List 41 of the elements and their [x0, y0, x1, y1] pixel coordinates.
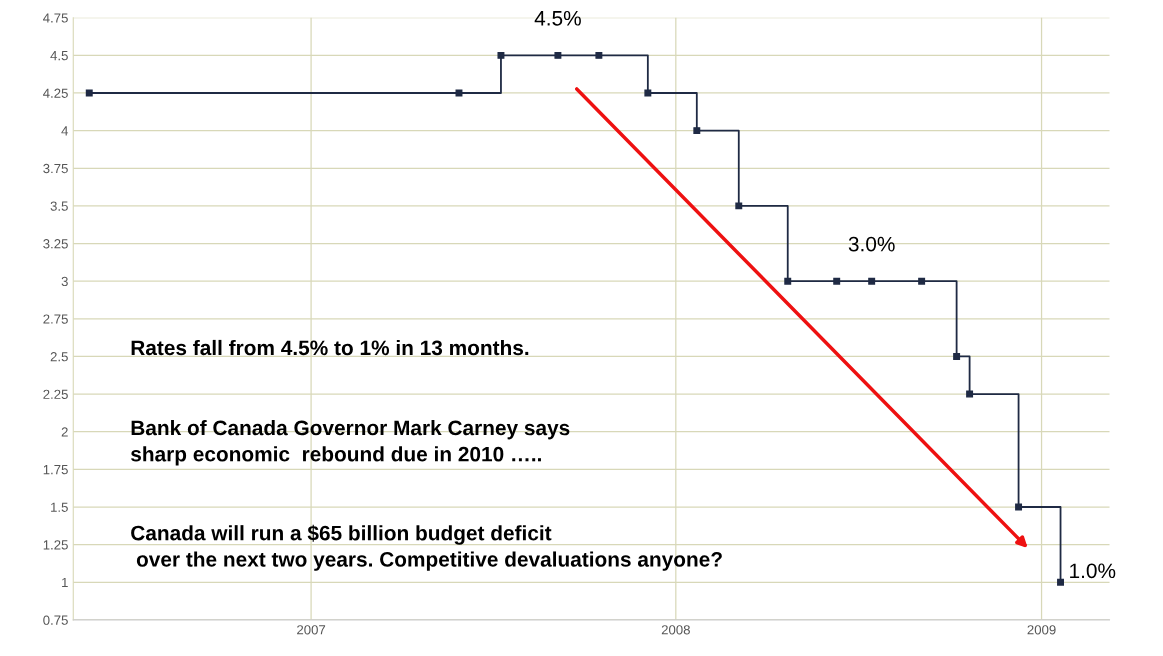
point — [85, 89, 93, 97]
point — [1015, 503, 1023, 511]
point — [1057, 578, 1065, 586]
point — [966, 390, 974, 398]
annotation: 4.5% — [534, 10, 581, 26]
y-tick-label: 3 — [61, 276, 68, 287]
point — [554, 51, 562, 59]
point — [735, 202, 743, 210]
point — [693, 127, 701, 135]
point — [868, 277, 876, 285]
annotation: Rates fall from 4.5% to 1% in 13 months. — [131, 339, 529, 356]
y-tick-label: 2.75 — [43, 314, 68, 324]
y-tick-label: 1.75 — [43, 465, 68, 475]
y-tick-label: 4.25 — [43, 88, 68, 98]
point — [497, 51, 505, 59]
y-tick-label: 3.25 — [43, 239, 68, 249]
point — [918, 277, 926, 285]
y-tick-label: 3.5 — [50, 201, 68, 211]
y-tick-label: 4 — [61, 126, 69, 136]
annotation: 3.0% — [848, 236, 895, 252]
x-tick-label: 2008 — [661, 625, 690, 635]
x-tick-label: 2009 — [1027, 625, 1056, 635]
point — [953, 352, 961, 360]
y-tick-label: 1.25 — [43, 540, 68, 550]
y-tick-label: 1 — [62, 577, 68, 588]
y-tick-label: 2 — [61, 427, 68, 437]
y-tick-label: 4.75 — [43, 13, 68, 23]
annotation: Canada will run a $65 billion budget deficit over the next two years. Competitive devaluations anyone? — [131, 524, 722, 571]
y-tick-label: 2.25 — [43, 389, 68, 399]
point — [595, 51, 603, 59]
y-tick-label: 2.5 — [50, 352, 68, 362]
point — [784, 277, 792, 285]
y-tick-label: 0.75 — [43, 615, 68, 625]
y-tick-label: 1.5 — [51, 502, 68, 512]
x-tick-label: 2007 — [297, 625, 326, 635]
y-tick-label: 3.75 — [43, 163, 68, 174]
point — [644, 89, 652, 97]
annotation: Bank of Canada Governor Mark Carney says sharp economic rebound due in 2010 ….. — [130, 419, 570, 466]
annotation: 1.0% — [1070, 563, 1116, 579]
point — [833, 277, 841, 285]
y-tick-label: 4.5 — [50, 51, 68, 61]
